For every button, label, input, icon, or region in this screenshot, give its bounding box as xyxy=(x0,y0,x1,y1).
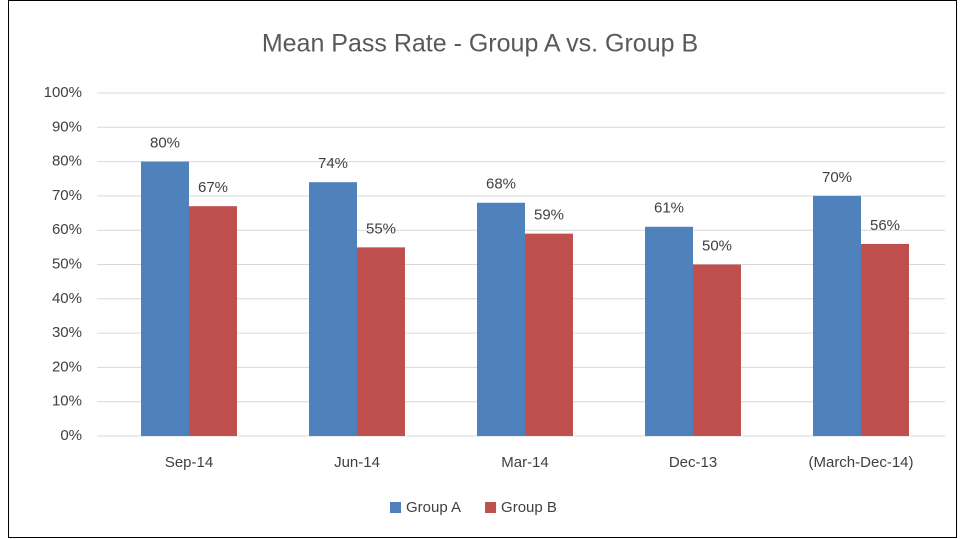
data-label: 70% xyxy=(822,169,852,186)
bar xyxy=(189,206,237,436)
y-tick-label: 90% xyxy=(52,118,82,135)
data-label: 56% xyxy=(870,217,900,234)
data-label: 59% xyxy=(534,207,564,224)
bar xyxy=(309,182,357,436)
bar xyxy=(477,202,525,436)
bar xyxy=(813,195,861,436)
bar xyxy=(861,243,909,436)
bar xyxy=(525,233,573,436)
y-tick-label: 10% xyxy=(52,393,82,410)
legend-label: Group B xyxy=(501,499,557,516)
y-tick-label: 0% xyxy=(60,427,82,444)
y-tick-label: 80% xyxy=(52,153,82,170)
x-tick-label: Mar-14 xyxy=(501,454,549,471)
data-label: 50% xyxy=(702,237,732,254)
y-tick-label: 20% xyxy=(52,358,82,375)
data-label: 67% xyxy=(198,179,228,196)
bar xyxy=(357,247,405,436)
x-tick-label: Dec-13 xyxy=(669,454,717,471)
x-tick-label: Sep-14 xyxy=(165,454,213,471)
data-label: 74% xyxy=(318,155,348,172)
y-tick-label: 60% xyxy=(52,221,82,238)
legend-label: Group A xyxy=(406,499,461,516)
y-tick-label: 30% xyxy=(52,324,82,341)
bar xyxy=(693,264,741,436)
bar xyxy=(645,226,693,436)
y-tick-label: 40% xyxy=(52,290,82,307)
chart-title: Mean Pass Rate - Group A vs. Group B xyxy=(262,30,698,58)
bar xyxy=(141,161,189,436)
legend-swatch xyxy=(485,502,497,513)
legend-swatch xyxy=(390,502,401,513)
x-tick-label: Jun-14 xyxy=(334,454,380,471)
x-tick-label: (March-Dec-14) xyxy=(808,454,913,471)
data-label: 68% xyxy=(486,176,516,193)
y-tick-label: 70% xyxy=(52,187,82,204)
data-label: 55% xyxy=(366,220,396,237)
y-tick-label: 50% xyxy=(52,255,82,272)
data-label: 80% xyxy=(150,135,180,152)
data-label: 61% xyxy=(654,200,684,217)
y-tick-label: 100% xyxy=(44,84,82,101)
